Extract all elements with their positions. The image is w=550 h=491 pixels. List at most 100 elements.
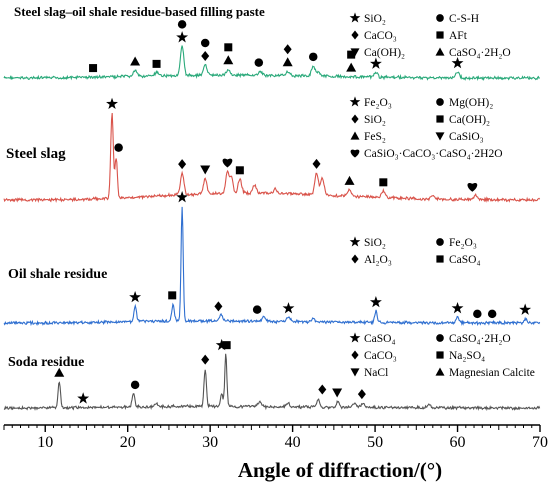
x-axis: 10 20 30 40 50 60 70 bbox=[3, 424, 548, 451]
legend-square-icon bbox=[436, 255, 444, 263]
peak-marker-diamond-icon bbox=[178, 159, 187, 170]
peak-marker-triangle-down-icon bbox=[200, 165, 211, 175]
legend-label: CaSO₄·2H₂O bbox=[449, 333, 511, 345]
curves bbox=[3, 45, 541, 411]
legend-triangle-icon bbox=[350, 131, 360, 140]
legend-square-icon bbox=[436, 351, 444, 359]
peak-marker-star-icon bbox=[519, 303, 532, 315]
legend-circle-icon bbox=[436, 238, 444, 246]
peak-marker-square-icon bbox=[222, 341, 231, 350]
pattern-line-3 bbox=[3, 353, 541, 411]
peak-marker-star-icon bbox=[451, 56, 464, 69]
legend-label: Al₂O₃ bbox=[364, 254, 392, 266]
legend-label: CaSiO₃ bbox=[449, 131, 484, 143]
peak-marker-circle-icon bbox=[252, 305, 262, 314]
legend-label: AFt bbox=[449, 30, 468, 42]
peak-marker-square-icon bbox=[152, 59, 161, 68]
legend-circle-icon bbox=[436, 98, 444, 106]
peak-marker-star-icon bbox=[282, 302, 295, 314]
sample-label-0: Steel slag–oil shale residue-based filli… bbox=[14, 4, 265, 19]
peak-marker-square-icon bbox=[224, 43, 233, 52]
x-axis-title: Angle of diffraction/(°) bbox=[238, 458, 442, 482]
legend-label: Fe₂O₃ bbox=[449, 237, 477, 249]
x-tick-label: 50 bbox=[367, 434, 383, 451]
peak-marker-heart-icon bbox=[222, 158, 233, 168]
peak-marker-circle-icon bbox=[473, 309, 482, 319]
peak-marker-diamond-icon bbox=[201, 51, 210, 62]
legend-label: Ca(OH)₂ bbox=[449, 114, 490, 126]
legend-label: SiO₂ bbox=[364, 237, 386, 249]
legend-label: SiO₂ bbox=[364, 13, 386, 25]
legend-label: CaSO₄·2H₂O bbox=[449, 47, 511, 59]
legend-star-icon bbox=[349, 236, 361, 247]
x-tick-label: 20 bbox=[120, 434, 136, 451]
legend-diamond-icon bbox=[351, 254, 359, 264]
legend-star-icon bbox=[349, 332, 361, 343]
peak-marker-circle-icon bbox=[114, 143, 123, 152]
peak-marker-diamond-icon bbox=[357, 389, 366, 400]
peak-markers bbox=[54, 20, 532, 404]
legend-square-icon bbox=[436, 115, 444, 123]
legend-label: C-S-H bbox=[449, 13, 479, 25]
peak-marker-circle-icon bbox=[487, 309, 497, 319]
peak-marker-square-icon bbox=[168, 291, 177, 300]
legend-label: Mg(OH)₂ bbox=[449, 97, 493, 109]
legend-label: Na₂SO₄ bbox=[449, 350, 485, 362]
legend-star-icon bbox=[349, 12, 361, 23]
peak-marker-diamond-icon bbox=[283, 44, 292, 55]
legend-label: CaSO₄ bbox=[449, 254, 481, 266]
legend-triangle-icon bbox=[435, 47, 445, 56]
legend-label: Magnesian Calcite bbox=[449, 367, 535, 379]
legend-2: SiO₂ Fe₂O₃ Al₂O₃ CaSO₄ bbox=[349, 236, 481, 266]
x-tick-label: 10 bbox=[37, 434, 53, 451]
legend-star-icon bbox=[349, 96, 361, 107]
peak-marker-star-icon bbox=[215, 338, 228, 351]
pattern-line-2 bbox=[3, 206, 541, 327]
legend-diamond-icon bbox=[351, 350, 359, 360]
peak-marker-star-icon bbox=[176, 191, 189, 203]
peak-marker-diamond-icon bbox=[312, 158, 321, 169]
legend-label: NaCl bbox=[364, 367, 388, 379]
peak-marker-star-icon bbox=[106, 97, 118, 109]
legend-triangle-down-icon bbox=[350, 368, 360, 377]
peak-marker-square-icon bbox=[89, 64, 98, 73]
legend-square-icon bbox=[436, 31, 444, 39]
peak-marker-star-icon bbox=[176, 31, 189, 43]
peak-marker-triangle-icon bbox=[344, 175, 355, 185]
peak-marker-square-icon bbox=[379, 178, 388, 187]
legend-circle-icon bbox=[436, 334, 444, 342]
legend-circle-icon bbox=[436, 14, 444, 22]
legend-3: CaSO₄ CaSO₄·2H₂O CaCO₃ Na₂SO₄ NaCl Magnesian … bbox=[349, 332, 535, 379]
peak-marker-star-icon bbox=[451, 302, 464, 314]
legend-label: CaCO₃ bbox=[364, 30, 397, 42]
legend-0: SiO₂ C-S-H CaCO₃ AFt Ca(OH)₂ CaSO₄·2H₂O bbox=[349, 12, 511, 59]
sample-label-3: Soda residue bbox=[8, 355, 84, 370]
legend-heart-icon bbox=[350, 149, 360, 158]
peak-marker-square-icon bbox=[235, 166, 244, 175]
peak-marker-star-icon bbox=[369, 295, 382, 308]
legend-diamond-icon bbox=[351, 114, 359, 124]
peak-marker-triangle-icon bbox=[223, 55, 234, 65]
x-tick-label: 40 bbox=[285, 434, 301, 451]
peak-marker-diamond-icon bbox=[201, 354, 210, 365]
legend-label: FeS₂ bbox=[364, 131, 386, 143]
pattern-line-1 bbox=[3, 112, 541, 204]
sample-labels: Steel slag–oil shale residue-based filli… bbox=[6, 4, 265, 370]
legend-triangle-down-icon bbox=[435, 132, 445, 141]
legend-triangle-icon bbox=[435, 367, 445, 376]
peak-marker-diamond-icon bbox=[214, 301, 223, 312]
sample-label-2: Oil shale residue bbox=[8, 267, 107, 282]
peak-marker-square-icon bbox=[347, 50, 356, 59]
peak-marker-star-icon bbox=[77, 392, 90, 404]
legend-label: SiO₂ bbox=[364, 114, 386, 126]
peak-marker-circle-icon bbox=[130, 380, 140, 390]
legend-label: CaSO₄ bbox=[364, 333, 396, 345]
legend-label: CaCO₃ bbox=[364, 350, 397, 362]
x-tick-label: 70 bbox=[532, 434, 548, 451]
legend-label: Ca(OH)₂ bbox=[364, 47, 405, 59]
peak-marker-triangle-icon bbox=[54, 367, 65, 377]
legend-triangle-down-icon bbox=[350, 48, 360, 57]
legends: SiO₂ C-S-H CaCO₃ AFt Ca(OH)₂ CaSO₄·2H₂O Fe₂O₃ M… bbox=[349, 12, 535, 379]
peak-marker-heart-icon bbox=[467, 182, 478, 192]
